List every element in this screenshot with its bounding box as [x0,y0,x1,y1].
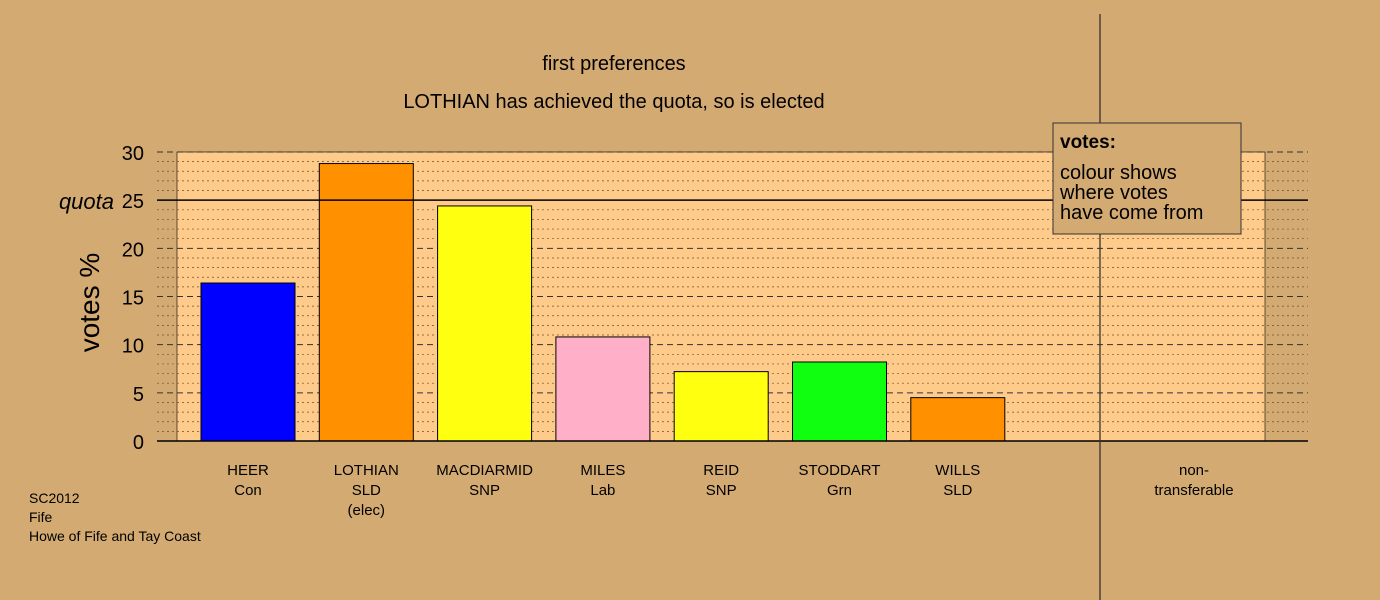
legend-box [1052,122,1242,235]
footer-region: Fife [29,509,53,525]
y-tick-label: 15 [122,288,144,310]
bar-macdiarmid [437,205,533,442]
legend-line: where votes [1059,182,1168,204]
bar-lothian [318,163,414,442]
category-label-macdiarmid: MACDIARMID SNP [436,462,533,499]
footer-caption: SC2012 Fife Howe of Fife and Tay Coast [29,489,201,546]
y-tick-label: 20 [122,239,144,261]
bar-heer [200,282,296,442]
bar-wills [910,397,1006,442]
category-label-stoddart: STODDART Grn [799,462,881,499]
category-label-reid: REID SNP [703,462,739,499]
nontransferable-label: non-transferable [1154,462,1233,499]
bar-reid [673,371,769,442]
legend-line: colour shows [1060,162,1177,184]
y-tick-label: 10 [122,336,144,358]
bar-miles [555,336,651,442]
bar-stoddart [792,361,887,442]
category-label-miles: MILES Lab [580,462,625,499]
y-tick-label: 0 [133,432,144,454]
legend-title: votes: [1060,132,1116,153]
y-axis-label: votes % [74,253,105,353]
chart-title: first preferences [542,53,685,75]
footer-ward: Howe of Fife and Tay Coast [29,528,201,544]
chart-subtitle: LOTHIAN has achieved the quota, so is el… [403,91,824,113]
y-tick-label: 30 [122,143,144,165]
footer-election: SC2012 [29,490,80,506]
category-label-heer: HEER Con [227,462,269,499]
legend-line: have come from [1060,202,1203,224]
quota-label: quota [59,189,114,214]
y-tick-label: 25 [122,191,144,213]
category-label-lothian: LOTHIAN SLD (elec) [334,462,399,519]
category-label-wills: WILLS SLD [935,462,980,499]
y-tick-label: 5 [133,384,144,406]
